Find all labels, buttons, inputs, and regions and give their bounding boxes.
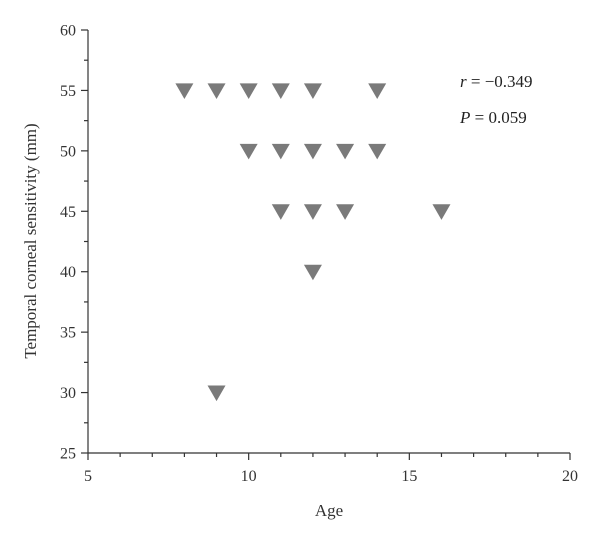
axes: 25 30 35 40 45 50 55 60 5 10 15 20 [60, 23, 578, 486]
r-symbol: r [460, 72, 467, 91]
data-point [271, 143, 290, 160]
data-point [368, 143, 387, 160]
data-point [271, 83, 290, 99]
y-tick-label: 55 [60, 83, 76, 100]
data-points [175, 83, 451, 402]
x-tick-label: 20 [562, 468, 578, 485]
data-point [239, 83, 258, 99]
y-tick-label: 30 [60, 385, 76, 402]
data-point [239, 143, 258, 160]
y-tick-label: 50 [60, 143, 76, 160]
data-point [303, 143, 322, 160]
data-point [303, 204, 322, 220]
data-point [207, 385, 226, 402]
x-tick-label: 10 [241, 468, 257, 485]
data-point [336, 143, 355, 160]
data-point [303, 264, 322, 281]
data-point [175, 83, 194, 99]
y-tick-label: 45 [60, 204, 76, 221]
r-annotation: r = −0.349 [460, 72, 533, 91]
y-tick-label: 60 [60, 23, 76, 40]
p-value: = 0.059 [470, 108, 526, 127]
data-point [303, 83, 322, 99]
y-tick-label: 25 [60, 446, 76, 463]
data-point [336, 204, 355, 220]
r-value: = −0.349 [467, 72, 533, 91]
p-annotation: P = 0.059 [459, 108, 527, 127]
x-tick-label: 5 [84, 468, 92, 485]
data-point [271, 204, 290, 220]
data-point [207, 83, 226, 99]
data-point [368, 83, 387, 99]
y-axis-title: Temporal corneal sensitivity (mm) [21, 123, 40, 358]
data-point [432, 204, 451, 220]
y-tick-label: 35 [60, 325, 76, 342]
p-symbol: P [459, 108, 470, 127]
y-tick-label: 40 [60, 264, 76, 281]
x-axis-title: Age [315, 501, 343, 520]
x-tick-label: 15 [401, 468, 417, 485]
